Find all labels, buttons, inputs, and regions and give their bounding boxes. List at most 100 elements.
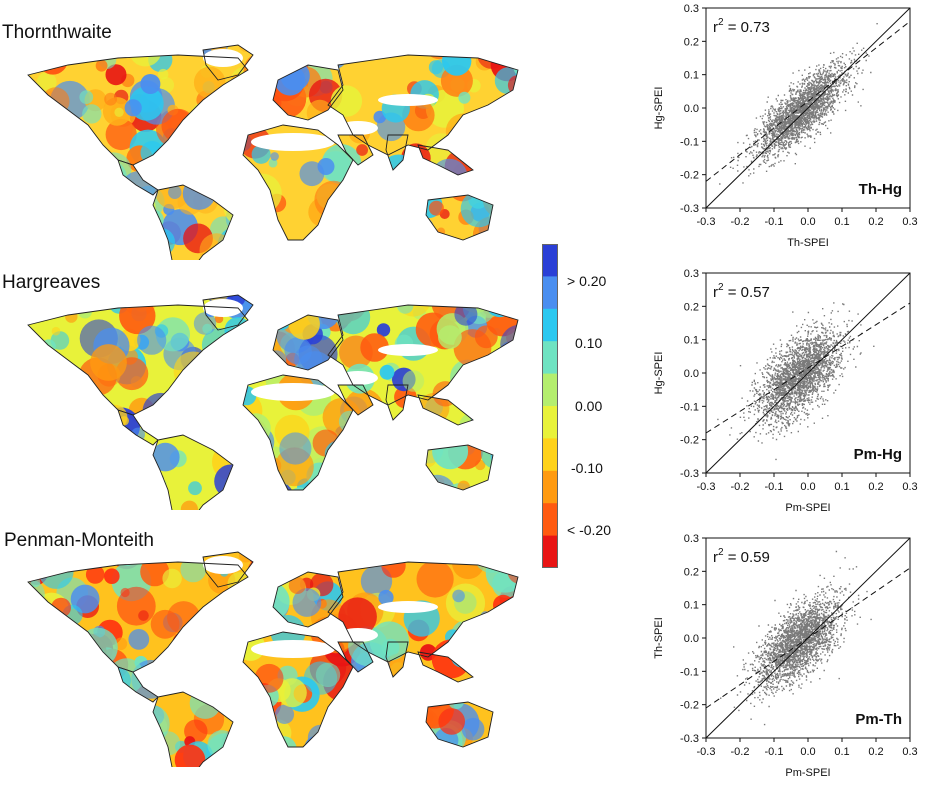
r-squared-annotation: r2 = 0.57 bbox=[713, 282, 770, 301]
x-tick-label: -0.1 bbox=[765, 481, 784, 493]
colorbar-segment bbox=[542, 341, 558, 375]
x-tick-label: -0.3 bbox=[697, 746, 716, 758]
y-axis-label: Th-SPEI bbox=[653, 617, 665, 659]
scatter-panel-pm-th: -0.3-0.3 -0.2 -0.2 -0.1 -0.1 0.0 0.0 0.1 0.1 0.2 0… bbox=[653, 533, 918, 779]
x-tick-label: -0.2 bbox=[731, 481, 750, 493]
y-tick-label: 0.1 bbox=[684, 600, 699, 612]
regression-line bbox=[705, 20, 911, 182]
coastline-north-america bbox=[27, 54, 249, 166]
x-tick-label: 0.0 bbox=[800, 216, 815, 228]
colorbar-segment bbox=[542, 276, 558, 310]
r-squared-annotation: r2 = 0.59 bbox=[713, 547, 770, 566]
x-tick-label: 0.0 bbox=[800, 746, 815, 758]
y-tick-label: -0.3 bbox=[680, 468, 699, 480]
colorbar-segment bbox=[542, 438, 558, 472]
scatter-points bbox=[720, 550, 872, 726]
y-tick-label: -0.2 bbox=[680, 700, 699, 712]
colorbar-label-gt-020: > 0.20 bbox=[567, 273, 607, 289]
colorbar bbox=[542, 244, 558, 568]
scatter-panel-pm-hg: -0.3-0.3 -0.2 -0.2 -0.1 -0.1 0.0 0.0 0.1 0.1 0.2 0… bbox=[653, 268, 918, 514]
coastline-australia bbox=[425, 444, 494, 491]
y-tick-label: -0.2 bbox=[680, 170, 699, 182]
colorbar-label-010: 0.10 bbox=[575, 335, 603, 351]
colorbar-label-lt-m020: < -0.20 bbox=[567, 522, 611, 538]
coastline-europe bbox=[272, 571, 344, 628]
colorbar-segment bbox=[542, 244, 558, 277]
map-title-penman-monteith: Penman-Monteith bbox=[4, 530, 154, 551]
x-tick-label: 0.2 bbox=[868, 481, 883, 493]
y-tick-label: 0.3 bbox=[684, 533, 699, 545]
map-title-hargreaves: Hargreaves bbox=[2, 272, 101, 293]
x-tick-label: -0.1 bbox=[765, 746, 784, 758]
colorbar-segment bbox=[542, 406, 558, 439]
x-tick-label: 0.2 bbox=[868, 746, 883, 758]
y-tick-label: -0.3 bbox=[680, 733, 699, 745]
coastline-arabia bbox=[337, 384, 374, 416]
map-thornthwaite bbox=[27, 44, 519, 260]
coastline-europe bbox=[272, 64, 344, 121]
colorbar-label-000: 0.00 bbox=[575, 398, 603, 414]
coastline-north-america bbox=[27, 304, 249, 416]
coastline-greenland bbox=[202, 44, 254, 81]
coastline-africa bbox=[242, 124, 354, 241]
y-tick-label: 0.0 bbox=[684, 103, 699, 115]
y-tick-label: -0.1 bbox=[680, 666, 699, 678]
y-tick-label: 0.2 bbox=[684, 566, 699, 578]
y-tick-label: 0.2 bbox=[684, 301, 699, 313]
regression-line bbox=[705, 302, 911, 434]
coastline-asia bbox=[327, 54, 519, 156]
coastline-australia bbox=[425, 701, 494, 748]
coastline-asia bbox=[327, 561, 519, 663]
coastline-australia bbox=[425, 194, 494, 241]
x-tick-label: 0.1 bbox=[834, 481, 849, 493]
coastline-arabia bbox=[337, 134, 374, 166]
coastline-central-america bbox=[117, 666, 159, 703]
coastline-southeast-asia bbox=[417, 144, 474, 176]
y-tick-label: 0.2 bbox=[684, 36, 699, 48]
y-tick-label: 0.3 bbox=[684, 3, 699, 15]
x-tick-label: 0.1 bbox=[834, 216, 849, 228]
panel-label: Th-Hg bbox=[859, 181, 902, 198]
y-tick-label: 0.0 bbox=[684, 633, 699, 645]
coastline-india bbox=[385, 641, 409, 678]
y-tick-label: -0.3 bbox=[680, 203, 699, 215]
coastline-africa bbox=[242, 631, 354, 748]
y-tick-label: -0.1 bbox=[680, 136, 699, 148]
coastline-arabia bbox=[337, 641, 374, 673]
r-squared-annotation: r2 = 0.73 bbox=[713, 17, 770, 36]
panel-label: Pm-Hg bbox=[854, 446, 902, 463]
map-hargreaves bbox=[27, 294, 519, 510]
map-title-thornthwaite: Thornthwaite bbox=[2, 22, 112, 43]
coastline-north-america bbox=[27, 561, 249, 673]
coastline-southeast-asia bbox=[417, 651, 474, 683]
coastline-africa bbox=[242, 374, 354, 491]
y-axis-label: Hg-SPEI bbox=[653, 87, 665, 130]
coastline-central-america bbox=[117, 159, 159, 196]
scatter-panel-th-hg: -0.3-0.3 -0.2 -0.2 -0.1 -0.1 0.0 0.0 0.1 0.1 0.2 0… bbox=[653, 3, 918, 249]
coastline-central-america bbox=[117, 409, 159, 446]
x-tick-label: -0.2 bbox=[731, 746, 750, 758]
colorbar-segment bbox=[542, 308, 558, 342]
x-tick-label: 0.1 bbox=[834, 746, 849, 758]
coastline-greenland bbox=[202, 294, 254, 331]
map-penman-monteith bbox=[27, 551, 519, 767]
coastline-india bbox=[385, 134, 409, 171]
x-tick-label: 0.3 bbox=[902, 481, 917, 493]
scatter-point-cloud bbox=[719, 23, 878, 185]
x-tick-label: -0.2 bbox=[731, 216, 750, 228]
coastline-south-america bbox=[152, 434, 234, 510]
y-tick-label: -0.1 bbox=[680, 401, 699, 413]
panel-label: Pm-Th bbox=[855, 711, 902, 728]
y-tick-label: 0.3 bbox=[684, 268, 699, 280]
colorbar-segment bbox=[542, 470, 558, 504]
x-tick-label: -0.3 bbox=[697, 216, 716, 228]
x-tick-label: 0.3 bbox=[902, 746, 917, 758]
scatter-points bbox=[717, 302, 875, 461]
colorbar-segment bbox=[542, 535, 558, 568]
scatter-point-cloud bbox=[717, 302, 875, 461]
colorbar-segment bbox=[542, 373, 558, 407]
coastline-southeast-asia bbox=[417, 394, 474, 426]
colorbar-segment bbox=[542, 503, 558, 537]
x-axis-label: Pm-SPEI bbox=[785, 767, 830, 779]
one-to-one-line bbox=[705, 272, 911, 474]
